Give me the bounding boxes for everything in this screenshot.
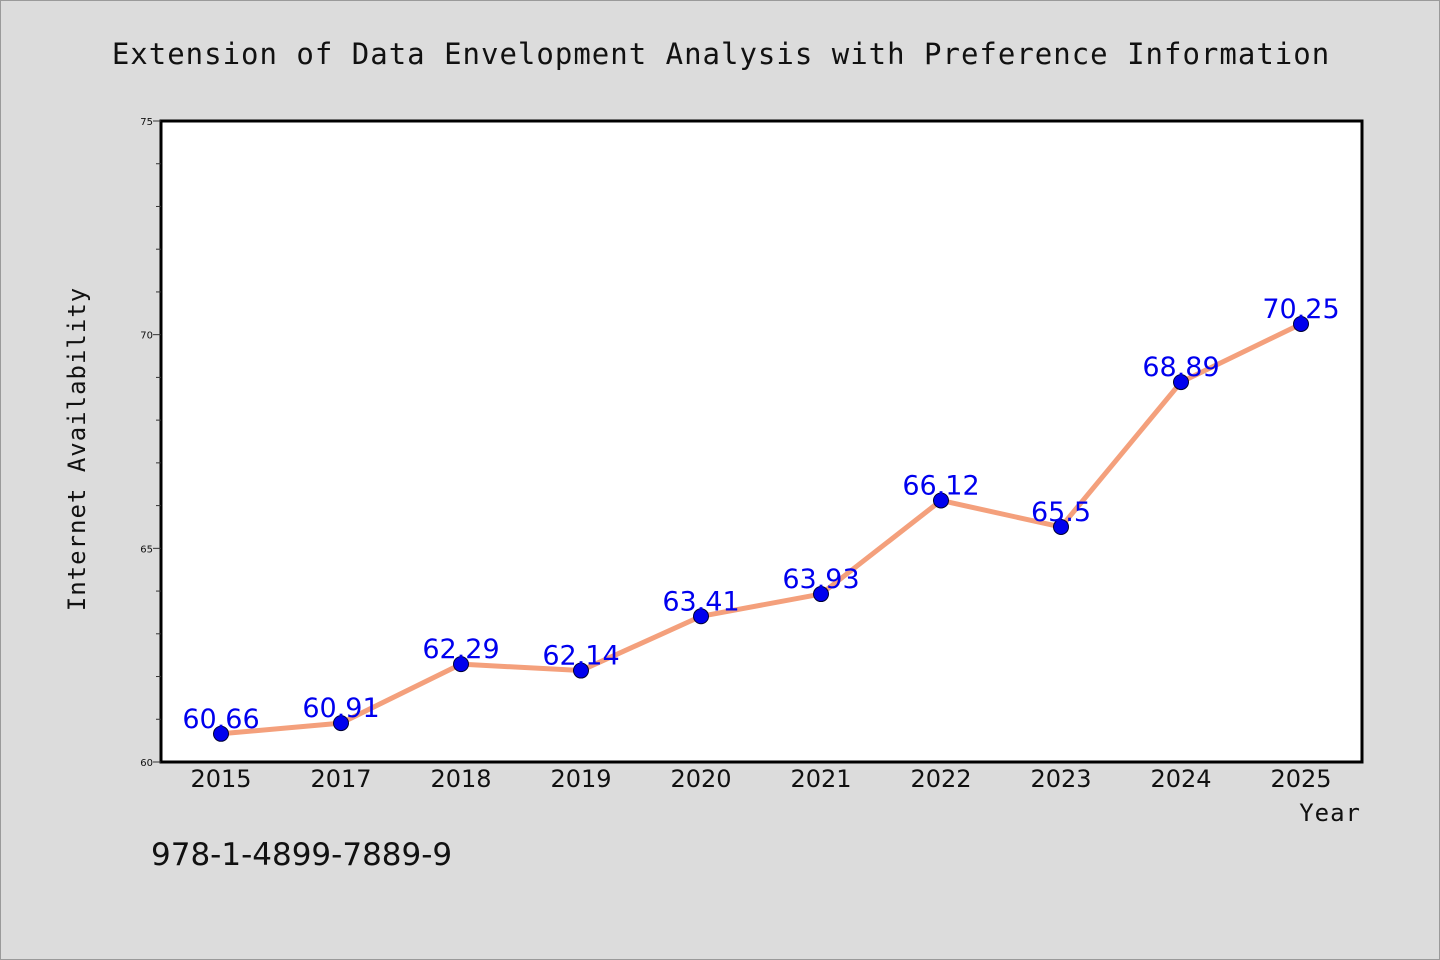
- x-axis: 2015 2017 2018 2019 2020 2021 2022 2023 2024 2025: [190, 765, 1331, 793]
- data-label: 62.29: [422, 634, 499, 665]
- data-point: [813, 586, 829, 603]
- x-tick-label: 2022: [910, 765, 971, 793]
- y-tick-label: 70: [140, 331, 153, 342]
- data-label: 60.66: [182, 704, 259, 735]
- x-tick-label: 2023: [1030, 765, 1091, 793]
- data-point: [453, 656, 469, 673]
- data-point: [693, 608, 709, 625]
- y-axis-label: Internet Availability: [63, 287, 91, 611]
- data-label-group: 60.66 60.91 62.29 62.14 63.41 63.93 66.12 65.5 6…: [182, 294, 1339, 735]
- data-label: 70.25: [1262, 294, 1339, 325]
- y-axis: 60 65 70 75: [140, 117, 161, 769]
- data-label: 63.93: [782, 564, 859, 595]
- chart-title: Extension of Data Envelopment Analysis w…: [112, 37, 1330, 71]
- data-label: 68.89: [1142, 352, 1219, 383]
- y-tick-label: 75: [140, 117, 153, 128]
- data-point: [333, 715, 349, 732]
- data-label: 62.14: [542, 641, 619, 672]
- data-point: [1173, 374, 1189, 391]
- data-point: [933, 492, 949, 509]
- isbn-text: 978-1-4899-7889-9: [151, 837, 452, 873]
- x-tick-label: 2017: [310, 765, 371, 793]
- y-tick-label: 65: [140, 544, 153, 555]
- x-tick-label: 2025: [1270, 765, 1331, 793]
- x-tick-label: 2019: [550, 765, 611, 793]
- x-axis-label: Year: [1299, 799, 1361, 827]
- x-tick-label: 2015: [190, 765, 251, 793]
- data-point: [213, 725, 229, 742]
- x-tick-label: 2020: [670, 765, 731, 793]
- data-point: [1293, 315, 1309, 332]
- data-label: 65.5: [1031, 497, 1091, 528]
- y-tick-label: 60: [140, 758, 153, 769]
- data-label: 60.91: [302, 693, 379, 724]
- series-line-group: [213, 315, 1309, 742]
- data-point: [573, 662, 589, 679]
- x-tick-label: 2021: [790, 765, 851, 793]
- data-label: 63.41: [662, 586, 739, 617]
- plot-area: [159, 119, 1364, 764]
- data-label: 66.12: [902, 470, 979, 501]
- x-tick-label: 2018: [430, 765, 491, 793]
- series-line: [218, 321, 1304, 737]
- x-tick-label: 2024: [1150, 765, 1211, 793]
- data-point: [1053, 518, 1069, 535]
